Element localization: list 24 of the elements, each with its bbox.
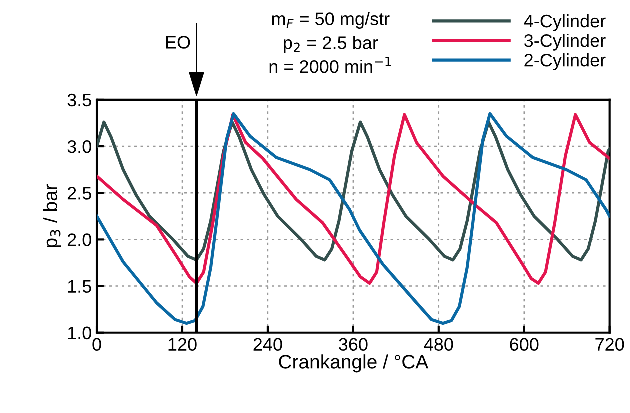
text: p$_{2}$ = 2.5 bar [284, 36, 378, 53]
y-axis-title: p$_{3}$ / bar [43, 184, 62, 248]
x-tick-label: 360 [339, 338, 368, 351]
line-series [97, 113, 610, 286]
y-tick-label: 1.5 [68, 280, 92, 294]
x-tick-label: 720 [596, 338, 624, 351]
line-series [97, 112, 610, 326]
ref-line-label: EO [166, 36, 190, 49]
text: n = 2000 min$^{−1}$ [270, 56, 392, 74]
x-tick-label: 600 [510, 338, 539, 351]
x-tick-label: 120 [168, 338, 197, 351]
x-tick-label: 480 [424, 338, 454, 351]
y-tick-label: 2.0 [68, 234, 92, 246]
y-tick-label: 1.0 [68, 326, 92, 340]
legend-label: 2-Cylinder [524, 54, 606, 70]
y-tick-label: 2.5 [68, 187, 92, 200]
y-tick-label: 3.5 [68, 94, 92, 107]
x-axis-title: Crankangle / °CA [279, 354, 429, 373]
legend-label: 4-Cylinder [524, 14, 606, 32]
x-tick-label: 0 [92, 338, 102, 351]
x-tick-label: 240 [254, 338, 282, 351]
text: m$_{F}$ = 50 mg/str [272, 12, 390, 29]
legend-label: 3-Cylinder [524, 34, 606, 51]
y-tick-label: 3.0 [68, 140, 92, 154]
